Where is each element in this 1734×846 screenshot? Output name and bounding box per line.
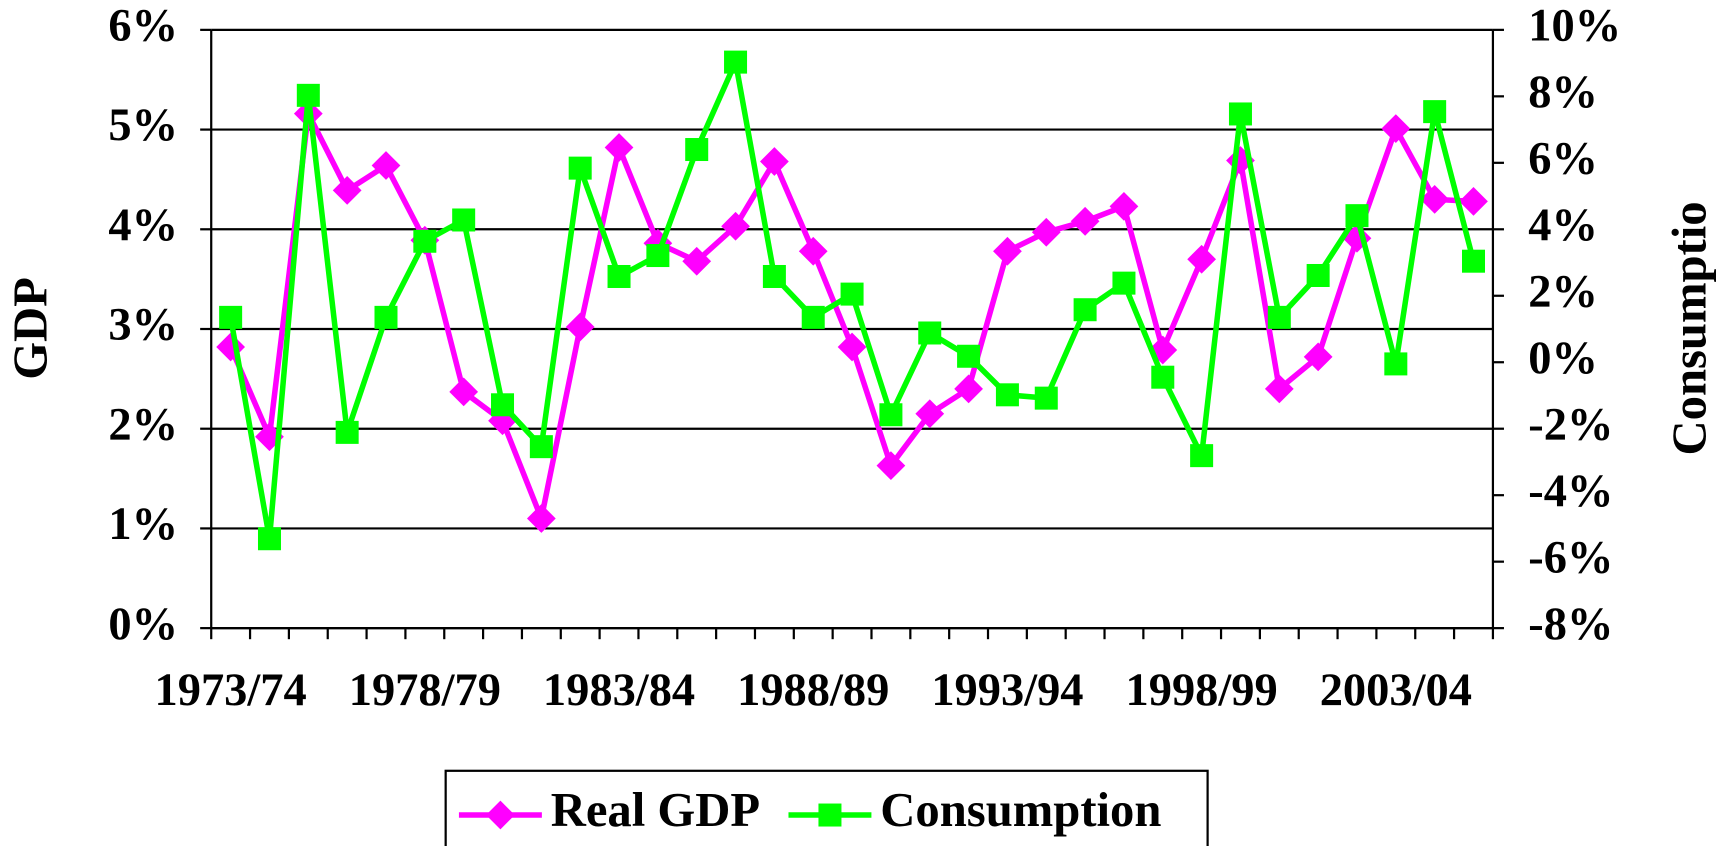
data-point (954, 374, 983, 404)
data-point (801, 305, 825, 329)
data-point (1190, 444, 1214, 468)
data-point (918, 321, 942, 345)
y2-tick-label: 10% (1528, 1, 1621, 52)
data-point (993, 236, 1022, 266)
data-point (1031, 217, 1061, 247)
legend-label: Consumption (880, 783, 1161, 837)
data-point (257, 527, 281, 551)
data-point (452, 208, 476, 232)
x-tick-label: 1983/84 (543, 665, 695, 716)
data-point (219, 305, 243, 329)
data-point (1381, 114, 1411, 143)
y2-tick-label: 2% (1528, 266, 1598, 317)
data-point (1264, 374, 1294, 404)
data-point (607, 264, 631, 288)
data-point (449, 377, 479, 407)
data-point (335, 420, 359, 444)
data-point (1187, 244, 1217, 274)
data-point (1073, 298, 1097, 322)
x-tick-label: 1978/79 (349, 665, 501, 716)
y2-tick-label: -6% (1528, 532, 1613, 583)
y-tick-label: 1% (108, 499, 178, 550)
y-axis-title: GDP (4, 277, 58, 380)
data-point (565, 312, 595, 342)
data-point (879, 403, 903, 427)
y-tick-label: 4% (108, 200, 178, 251)
x-tick-label: 1973/74 (155, 665, 307, 716)
legend-marker (818, 803, 842, 827)
data-point (1462, 249, 1486, 273)
data-point (957, 344, 981, 368)
data-point (526, 504, 556, 533)
data-point (1034, 386, 1058, 410)
y2-tick-label: 8% (1528, 67, 1598, 118)
x-tick-label: 2003/04 (1320, 665, 1472, 716)
data-point (332, 176, 362, 205)
y2-tick-label: -4% (1528, 466, 1613, 517)
y-tick-label: 2% (108, 399, 178, 450)
data-point (760, 147, 789, 176)
data-point (1267, 305, 1291, 329)
y-tick-label: 0% (108, 599, 178, 650)
y2-tick-label: 6% (1528, 133, 1598, 184)
data-point (724, 50, 748, 74)
data-point (1423, 100, 1447, 124)
data-point (413, 229, 437, 253)
x-tick-label: 1998/99 (1126, 665, 1278, 716)
data-point (840, 282, 864, 306)
y2-tick-label: -8% (1528, 599, 1613, 650)
y2-tick-label: -2% (1528, 399, 1613, 450)
data-point (1228, 102, 1252, 126)
y-tick-label: 5% (108, 100, 178, 151)
data-point (915, 399, 945, 429)
x-tick-label: 1988/89 (737, 665, 889, 716)
data-point (682, 246, 712, 276)
data-point (1112, 271, 1136, 295)
data-point (296, 83, 320, 107)
data-point (216, 332, 246, 362)
data-point (1070, 206, 1100, 236)
data-point (837, 332, 867, 362)
data-point (1306, 263, 1330, 287)
y2-tick-label: 0% (1528, 333, 1598, 384)
y2-tick-label: 4% (1528, 200, 1598, 251)
data-point (374, 305, 398, 329)
data-point (798, 236, 828, 266)
data-point (1151, 365, 1175, 389)
data-point (1109, 191, 1139, 221)
data-point (371, 151, 401, 180)
y-tick-label: 3% (108, 300, 178, 351)
data-point (1384, 352, 1408, 376)
data-point (646, 244, 670, 268)
x-tick-label: 1993/94 (931, 665, 1083, 716)
data-point (529, 435, 553, 459)
data-point (995, 383, 1019, 407)
y2-axis-title: Consumptio (1662, 201, 1716, 455)
data-point (568, 156, 592, 180)
y-tick-label: 6% (108, 1, 178, 52)
data-point (762, 264, 786, 288)
data-point (685, 138, 709, 162)
data-point (1459, 186, 1488, 216)
legend-label: Real GDP (551, 783, 760, 837)
data-point (1345, 204, 1369, 228)
data-point (491, 393, 515, 417)
data-point (604, 133, 634, 162)
